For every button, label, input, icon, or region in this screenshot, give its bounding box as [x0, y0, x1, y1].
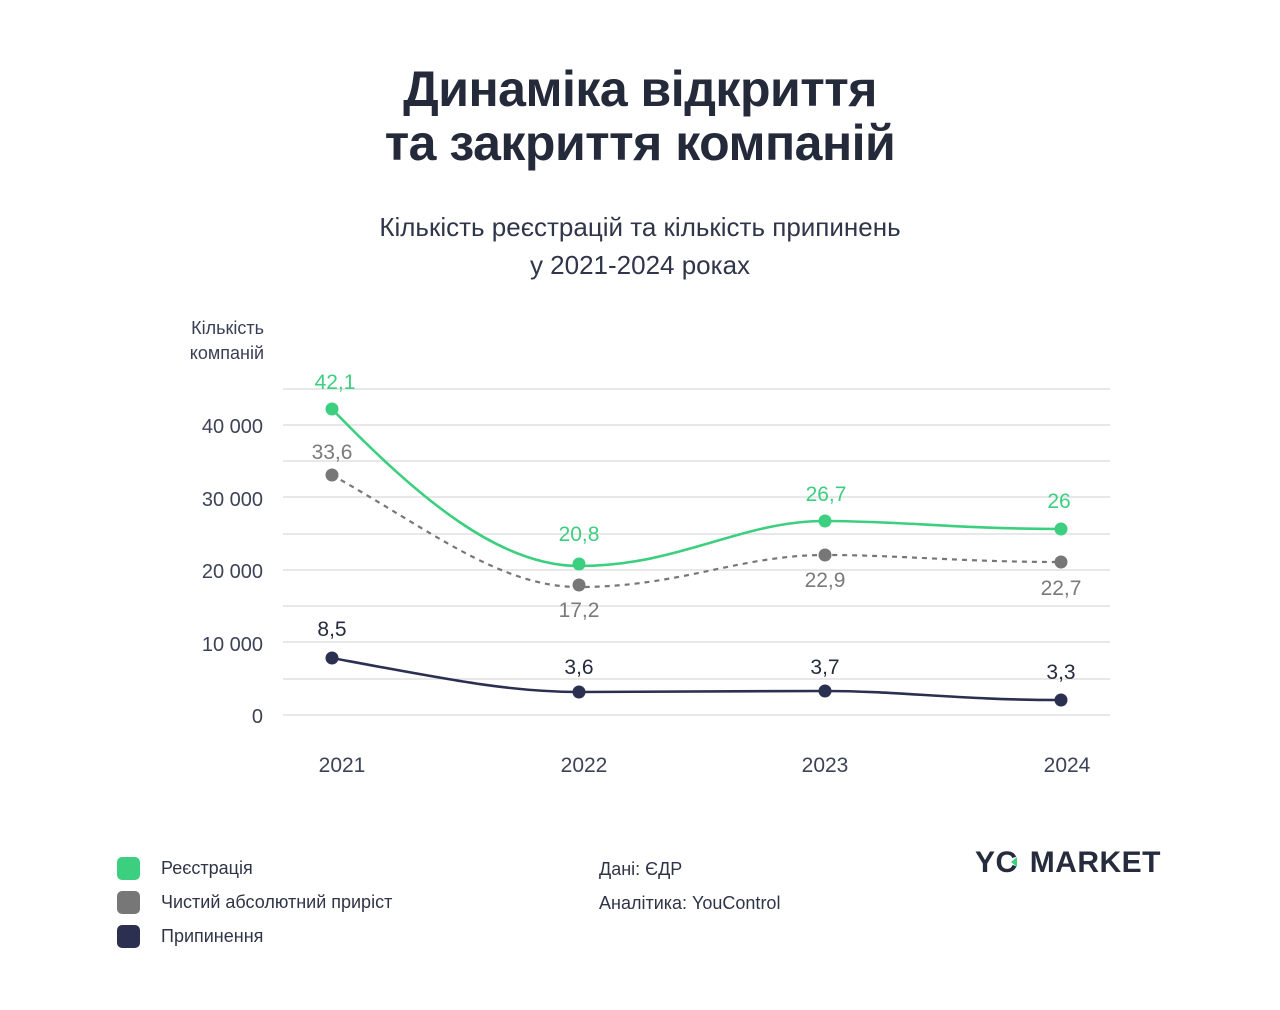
series-registration: 42,1 20,8 26,7 26: [315, 371, 1071, 571]
legend-item-registration: Реєстрація: [117, 851, 392, 885]
credits: Дані: ЄДР Аналітика: YouControl: [599, 852, 780, 920]
gridlines: [283, 388, 1110, 716]
legend-label: Чистий абсолютний приріст: [161, 891, 393, 912]
logo-text-yc: YC: [975, 846, 1018, 879]
x-tick: 2023: [802, 754, 849, 777]
legend-label: Реєстрація: [161, 857, 253, 878]
data-label: 22,9: [805, 569, 846, 592]
legend-swatch-navy: [117, 924, 140, 948]
data-point: [818, 514, 832, 528]
legend-label: Припинення: [161, 925, 264, 946]
data-label: 26: [1047, 490, 1070, 513]
data-label: 20,8: [559, 523, 600, 546]
x-tick: 2022: [561, 754, 608, 777]
data-label: 42,1: [315, 371, 356, 394]
data-point: [1054, 522, 1068, 536]
logo-mark: YC: [975, 846, 1018, 880]
y-axis-title: Кількість компаній: [150, 316, 264, 366]
legend-swatch-grey: [117, 890, 140, 914]
chart-subtitle: Кількість реєстрацій та кількість припин…: [0, 208, 1280, 284]
x-tick: 2024: [1044, 754, 1091, 777]
data-point: [1054, 555, 1068, 569]
series-terminations: 8,5 3,6 3,7 3,3: [317, 618, 1076, 707]
data-point: [818, 548, 832, 562]
series-net-growth: 33,6 17,2 22,9 22,7: [312, 441, 1082, 622]
y-tick: 30 000: [202, 489, 263, 511]
data-point: [572, 685, 586, 699]
chart-title: Динаміка відкриття та закриття компаній: [0, 62, 1280, 170]
logo-text-market: MARKET: [1029, 846, 1162, 879]
data-label: 3,6: [564, 656, 593, 679]
legend-item-terminations: Припинення: [117, 919, 392, 953]
legend-item-net-growth: Чистий абсолютний приріст: [117, 885, 392, 919]
data-label: 8,5: [317, 618, 346, 641]
y-axis-ticks: 40 000 30 000 20 000 10 000 0: [202, 416, 263, 728]
yc-market-logo: YC MARKET: [975, 846, 1161, 880]
data-label: 3,7: [810, 656, 839, 679]
data-label: 26,7: [806, 483, 847, 506]
y-tick: 10 000: [202, 634, 263, 656]
legend-swatch-green: [117, 856, 140, 880]
subtitle-line-2: у 2021-2024 роках: [529, 250, 751, 280]
data-point: [572, 578, 586, 592]
x-axis-ticks: 2021 2022 2023 2024: [319, 754, 1091, 777]
y-tick: 0: [252, 706, 263, 728]
data-source: Дані: ЄДР: [599, 859, 683, 879]
data-label: 3,3: [1046, 661, 1075, 684]
data-point: [325, 651, 339, 665]
x-tick: 2021: [319, 754, 366, 777]
data-label: 17,2: [559, 599, 600, 622]
y-tick: 20 000: [202, 561, 263, 583]
data-point: [818, 684, 832, 698]
chevron-left-icon: [1010, 857, 1017, 867]
y-tick: 40 000: [202, 416, 263, 438]
data-label: 33,6: [312, 441, 353, 464]
legend: Реєстрація Чистий абсолютний приріст При…: [117, 851, 392, 953]
y-axis-title-line-2: компаній: [189, 343, 264, 363]
data-point: [572, 557, 586, 571]
data-label: 22,7: [1041, 577, 1082, 600]
data-point: [325, 402, 339, 416]
subtitle-line-1: Кількість реєстрацій та кількість припин…: [379, 212, 901, 242]
data-point: [325, 468, 339, 482]
title-line-2: та закриття компаній: [384, 115, 896, 171]
y-axis-title-line-1: Кількість: [191, 318, 264, 338]
title-line-1: Динаміка відкриття: [403, 61, 877, 117]
analytics-credit: Аналітика: YouControl: [599, 893, 781, 913]
data-point: [1054, 693, 1068, 707]
